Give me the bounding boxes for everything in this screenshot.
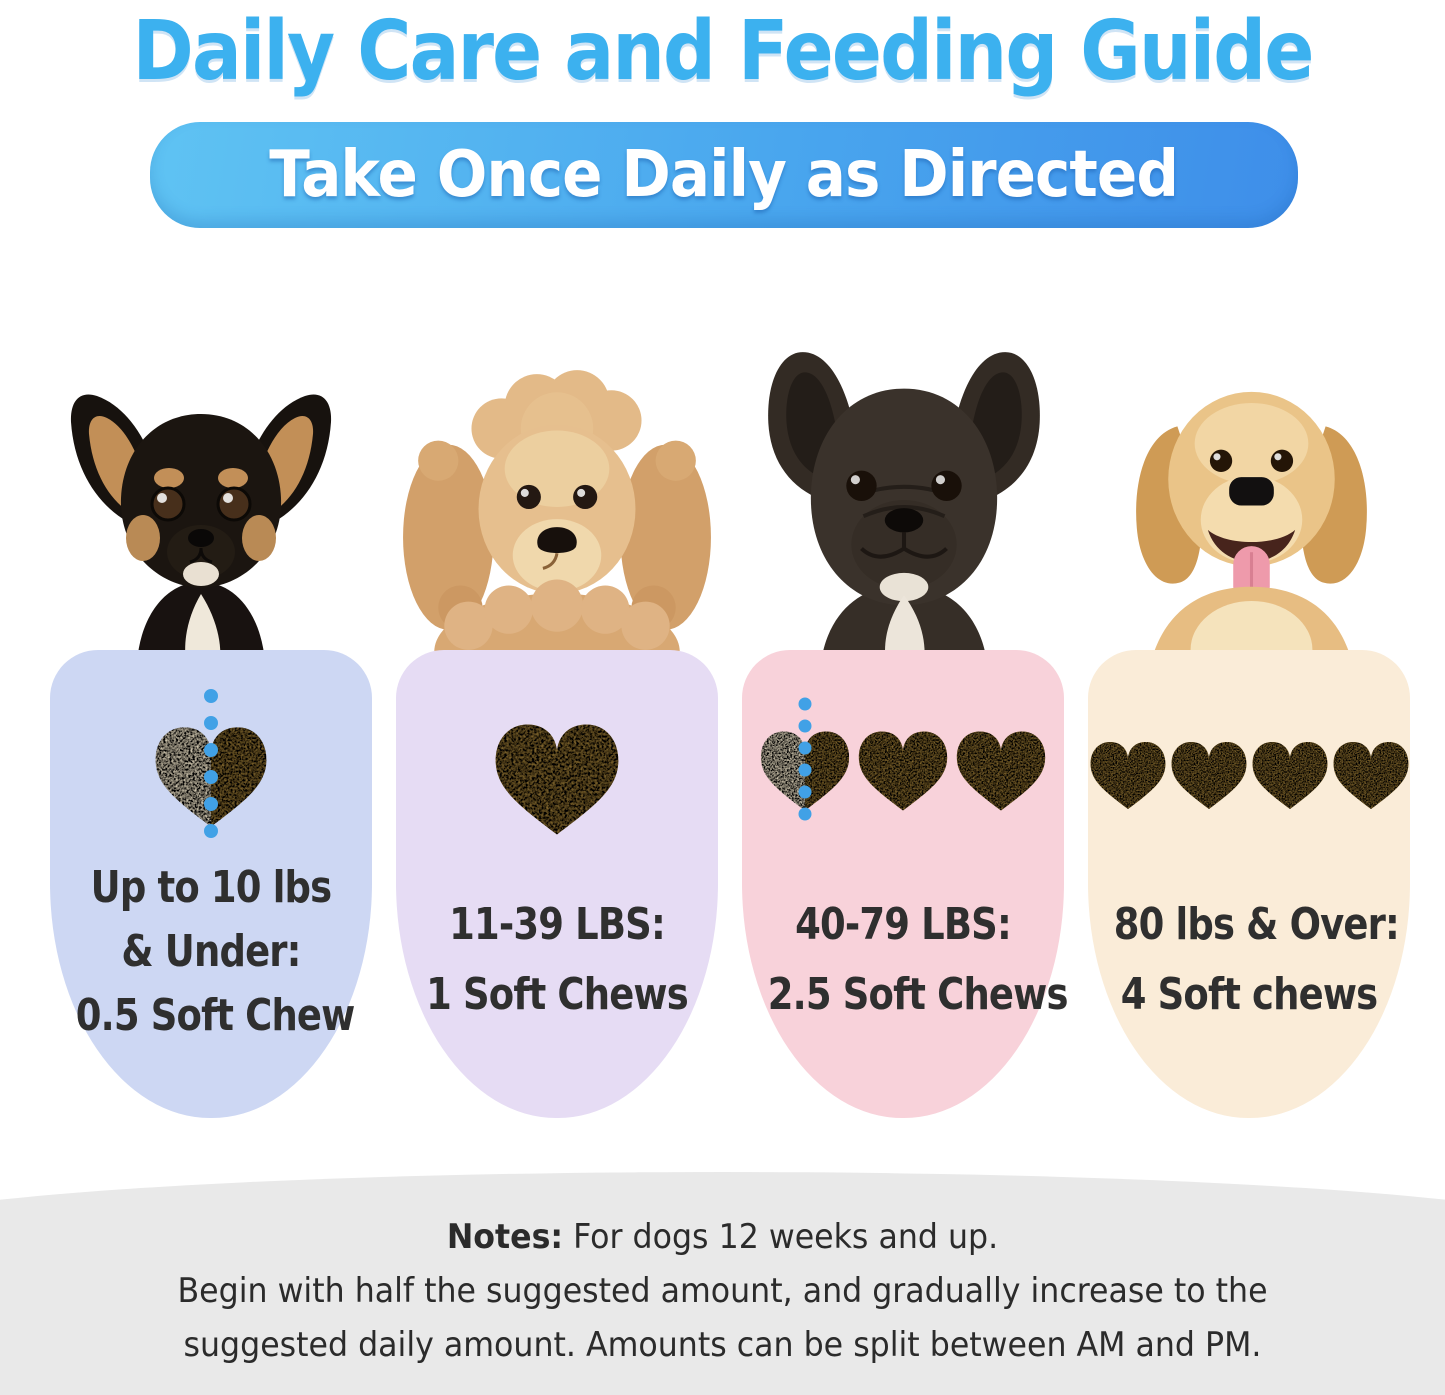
dosage-card-text: 40-79 LBS: 2.5 Soft Chews <box>742 890 1069 1030</box>
chew-amount-line: 2.5 Soft Chews <box>767 969 1069 1020</box>
notes-background-band <box>0 1172 1445 1395</box>
dosage-card-text: 11-39 LBS: 1 Soft Chews <box>396 890 718 1030</box>
half-split-dotted-line-icon <box>798 697 812 843</box>
french-bulldog-photo <box>768 352 1040 662</box>
chew-amount-line: 1 Soft Chews <box>426 969 689 1020</box>
half-soft-chew-icon <box>155 727 267 827</box>
dosage-card-text: 80 lbs & Over: 4 Soft chews <box>1088 890 1410 1030</box>
notes-line-3: suggested daily amount. Amounts can be s… <box>183 1325 1262 1365</box>
soft-chew-icon <box>956 731 1046 811</box>
dosage-card-40-79-lbs: 40-79 LBS: 2.5 Soft Chews <box>742 650 1069 1118</box>
soft-chew-icon <box>1333 741 1408 810</box>
chihuahua-photo <box>70 394 332 662</box>
dosage-card-80-lbs-over: 80 lbs & Over: 4 Soft chews <box>1088 650 1410 1118</box>
dosage-banner: Take Once Daily as Directed <box>150 122 1298 228</box>
half-split-dotted-line-icon <box>204 689 218 865</box>
golden-retriever-photo <box>1136 391 1367 662</box>
chew-amount-illustration <box>1088 740 1410 811</box>
weight-range-line: 80 lbs & Over: <box>1113 899 1400 950</box>
weight-range-line: 11-39 LBS: <box>449 899 666 950</box>
notes-line-2: Begin with half the suggested amount, an… <box>177 1271 1268 1311</box>
dosage-banner-label: Take Once Daily as Directed <box>269 138 1180 212</box>
chew-amount-illustration <box>742 697 1064 843</box>
half-soft-chew-icon <box>760 731 850 811</box>
dosage-card-text: Up to 10 lbs & Under: 0.5 Soft Chew <box>50 856 372 1048</box>
page-title: Daily Care and Feeding Guide <box>132 4 1314 99</box>
weight-range-line: & Under: <box>121 926 301 977</box>
chew-amount-line: 4 Soft chews <box>1120 969 1378 1020</box>
weight-range-line: 40-79 LBS: <box>795 899 1012 950</box>
weight-range-line: Up to 10 lbs <box>90 862 332 913</box>
notes-line-1: Notes: For dogs 12 weeks and up. <box>446 1217 999 1257</box>
soft-chew-icon <box>1171 741 1246 810</box>
toy-poodle-photo <box>403 370 711 662</box>
notes-section: Notes: For dogs 12 weeks and up. Begin w… <box>0 1210 1445 1372</box>
soft-chew-icon <box>495 724 619 835</box>
notes-label: Notes: <box>446 1217 564 1257</box>
dosage-card-11-39-lbs: 11-39 LBS: 1 Soft Chews <box>396 650 718 1118</box>
chew-amount-illustration <box>396 722 718 837</box>
dosage-card-up-to-10-lbs: Up to 10 lbs & Under: 0.5 Soft Chew <box>50 650 372 1118</box>
chew-amount-illustration <box>50 689 372 865</box>
chew-amount-line: 0.5 Soft Chew <box>75 990 356 1041</box>
soft-chew-icon <box>1252 741 1327 810</box>
soft-chew-icon <box>1090 741 1165 810</box>
soft-chew-icon <box>858 731 948 811</box>
